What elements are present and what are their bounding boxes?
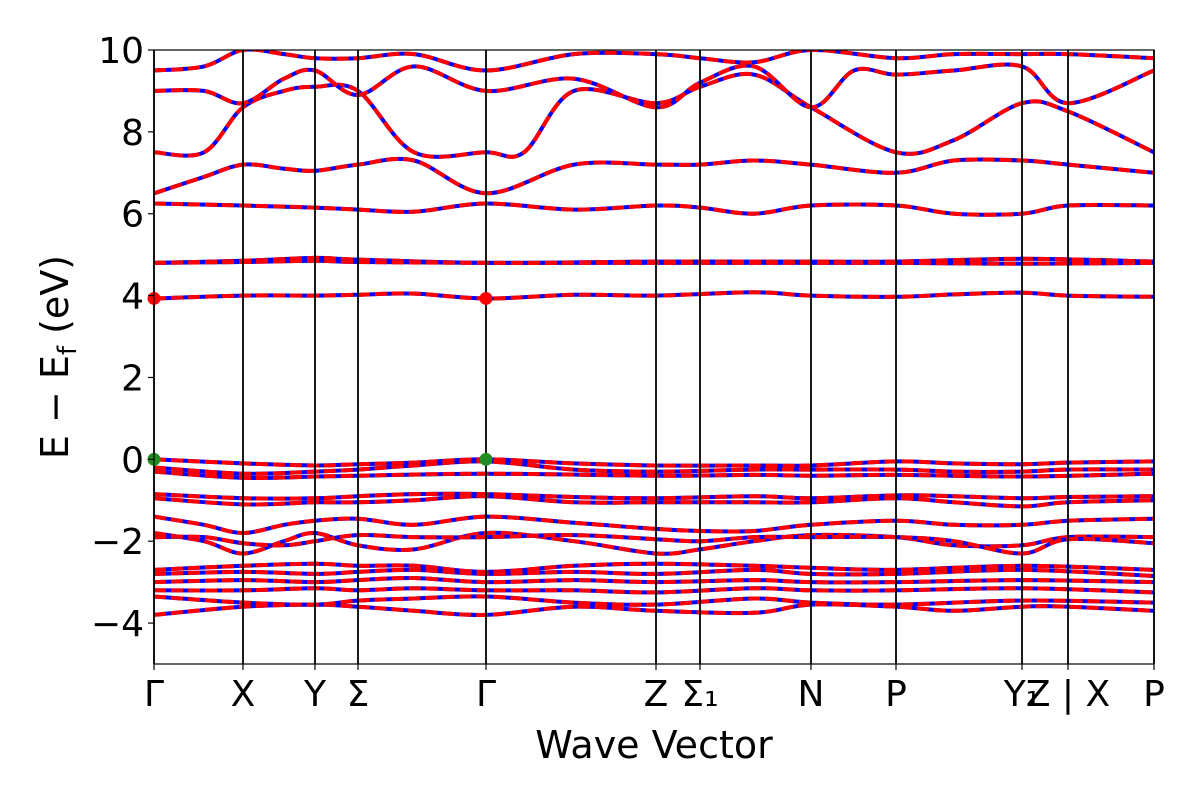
x-tick-label-10: Y₁ <box>1003 674 1040 715</box>
extremum-marker-4 <box>479 452 493 466</box>
band-line-overlay-5 <box>154 201 1154 217</box>
y-tick-label-1: −4 <box>91 604 144 645</box>
x-tick-label-7: Σ₁ <box>681 674 718 715</box>
x-tick-label-1: Γ <box>144 674 164 715</box>
x-tick-label-6: Z <box>644 674 669 715</box>
x-axis-ticks: Γ X Y Σ Γ Z Σ₁ N P Y₁Z | X P <box>144 664 1165 715</box>
band-line-overlay-1 <box>154 156 1154 196</box>
y-axis-label: E − Ef (eV) <box>33 255 83 459</box>
y-tick-label-3: 0 <box>121 440 144 481</box>
x-axis-label: Wave Vector <box>535 723 773 767</box>
x-tick-label-3: Y <box>303 674 327 715</box>
y-axis-label-main: E − E <box>33 355 77 459</box>
band-line-overlay-14 <box>154 514 1154 536</box>
y-tick-label-6: 6 <box>121 195 144 236</box>
x-tick-label-5: Γ <box>476 674 496 715</box>
x-tick-label-11: Z | X <box>1026 674 1110 715</box>
x-tick-label-4: Σ <box>347 674 370 715</box>
y-tick-label-7: 8 <box>121 113 144 154</box>
band-line-overlay-4 <box>154 50 1154 73</box>
x-tick-label-9: P <box>885 674 907 715</box>
extrema-markers <box>147 291 493 466</box>
y-axis-ticks: −4 −2 0 2 4 6 8 10 <box>91 31 154 645</box>
y-axis-label-unit: (eV) <box>33 255 77 346</box>
bands-layer <box>154 50 1154 617</box>
extremum-marker-2 <box>479 291 493 305</box>
y-axis-label-sub: f <box>53 345 83 355</box>
band-line-overlay-3 <box>154 62 1154 110</box>
y-tick-label-8: 10 <box>98 31 144 72</box>
band-line-overlay-2 <box>154 71 1154 159</box>
y-tick-label-4: 2 <box>121 358 144 399</box>
x-tick-label-12: P <box>1143 674 1165 715</box>
band-line-overlay-15 <box>154 530 1154 556</box>
x-tick-label-8: N <box>798 674 825 715</box>
y-tick-label-2: −2 <box>91 522 144 563</box>
plot-frame <box>153 49 1155 665</box>
y-tick-label-5: 4 <box>121 277 144 318</box>
band-line-overlay-7 <box>154 258 1154 266</box>
x-tick-label-2: X <box>231 674 256 715</box>
band-line-overlay-16 <box>154 532 1154 556</box>
